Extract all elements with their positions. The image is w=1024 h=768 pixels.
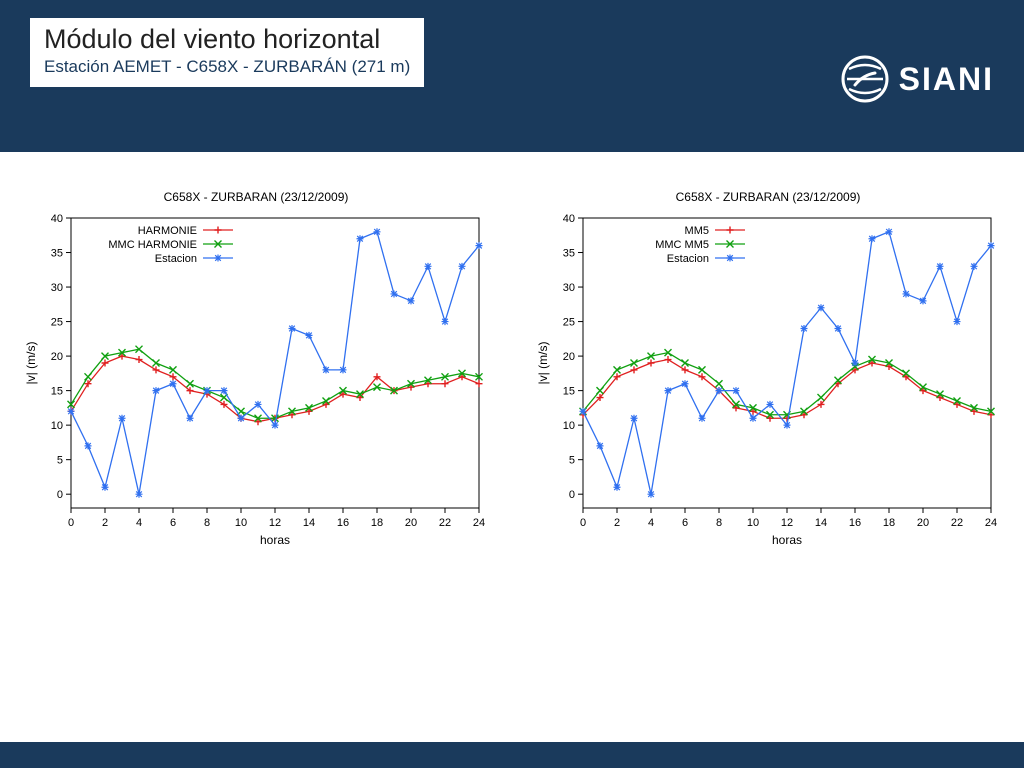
svg-text:10: 10 [51, 420, 63, 432]
svg-text:15: 15 [563, 386, 575, 398]
svg-text:4: 4 [648, 517, 654, 529]
svg-text:MMC HARMONIE: MMC HARMONIE [108, 239, 197, 251]
svg-text:MM5: MM5 [685, 225, 709, 237]
svg-text:0: 0 [580, 517, 586, 529]
globe-icon [841, 55, 889, 103]
svg-text:30: 30 [563, 282, 575, 294]
svg-text:24: 24 [473, 517, 485, 529]
svg-text:|v| (m/s): |v| (m/s) [24, 342, 38, 385]
brand-logo: SIANI [841, 55, 994, 103]
svg-text:18: 18 [883, 517, 895, 529]
svg-text:14: 14 [815, 517, 827, 529]
svg-text:30: 30 [51, 282, 63, 294]
svg-text:0: 0 [569, 489, 575, 501]
svg-text:35: 35 [51, 248, 63, 260]
header-bar: Módulo del viento horizontal Estación AE… [0, 0, 1024, 150]
svg-text:2: 2 [102, 517, 108, 529]
svg-text:|v| (m/s): |v| (m/s) [536, 342, 550, 385]
svg-text:8: 8 [716, 517, 722, 529]
chart-right: C658X - ZURBARAN (23/12/2009) 0246810121… [533, 190, 1003, 550]
svg-text:Estacion: Estacion [155, 253, 197, 265]
charts-row: C658X - ZURBARAN (23/12/2009) 0246810121… [0, 190, 1024, 550]
svg-text:HARMONIE: HARMONIE [138, 225, 197, 237]
chart-title: C658X - ZURBARAN (23/12/2009) [21, 190, 491, 204]
svg-text:15: 15 [51, 386, 63, 398]
svg-text:horas: horas [260, 533, 290, 547]
logo-text: SIANI [899, 61, 994, 98]
svg-text:horas: horas [772, 533, 802, 547]
page-title: Módulo del viento horizontal [44, 24, 410, 55]
svg-text:Estacion: Estacion [667, 253, 709, 265]
svg-text:8: 8 [204, 517, 210, 529]
svg-text:22: 22 [951, 517, 963, 529]
svg-text:25: 25 [563, 317, 575, 329]
svg-text:24: 24 [985, 517, 997, 529]
svg-text:20: 20 [51, 351, 63, 363]
chart-title: C658X - ZURBARAN (23/12/2009) [533, 190, 1003, 204]
svg-text:5: 5 [57, 455, 63, 467]
svg-text:20: 20 [917, 517, 929, 529]
svg-text:10: 10 [563, 420, 575, 432]
svg-text:20: 20 [563, 351, 575, 363]
svg-text:6: 6 [682, 517, 688, 529]
svg-text:2: 2 [614, 517, 620, 529]
svg-text:40: 40 [51, 213, 63, 225]
svg-text:20: 20 [405, 517, 417, 529]
chart-svg: 0246810121416182022240510152025303540hor… [533, 210, 1003, 550]
svg-text:10: 10 [235, 517, 247, 529]
svg-text:12: 12 [269, 517, 281, 529]
svg-text:16: 16 [337, 517, 349, 529]
chart-svg: 0246810121416182022240510152025303540hor… [21, 210, 491, 550]
svg-text:18: 18 [371, 517, 383, 529]
title-box: Módulo del viento horizontal Estación AE… [30, 18, 424, 89]
svg-text:MMC MM5: MMC MM5 [655, 239, 709, 251]
svg-text:22: 22 [439, 517, 451, 529]
svg-text:6: 6 [170, 517, 176, 529]
svg-text:0: 0 [57, 489, 63, 501]
svg-text:0: 0 [68, 517, 74, 529]
svg-text:5: 5 [569, 455, 575, 467]
svg-text:40: 40 [563, 213, 575, 225]
svg-text:4: 4 [136, 517, 142, 529]
svg-text:16: 16 [849, 517, 861, 529]
header-rule [0, 150, 1024, 152]
svg-text:25: 25 [51, 317, 63, 329]
chart-left: C658X - ZURBARAN (23/12/2009) 0246810121… [21, 190, 491, 550]
svg-text:14: 14 [303, 517, 315, 529]
svg-text:12: 12 [781, 517, 793, 529]
footer-bar [0, 742, 1024, 768]
svg-text:35: 35 [563, 248, 575, 260]
page-subtitle: Estación AEMET - C658X - ZURBARÁN (271 m… [44, 57, 410, 77]
svg-text:10: 10 [747, 517, 759, 529]
